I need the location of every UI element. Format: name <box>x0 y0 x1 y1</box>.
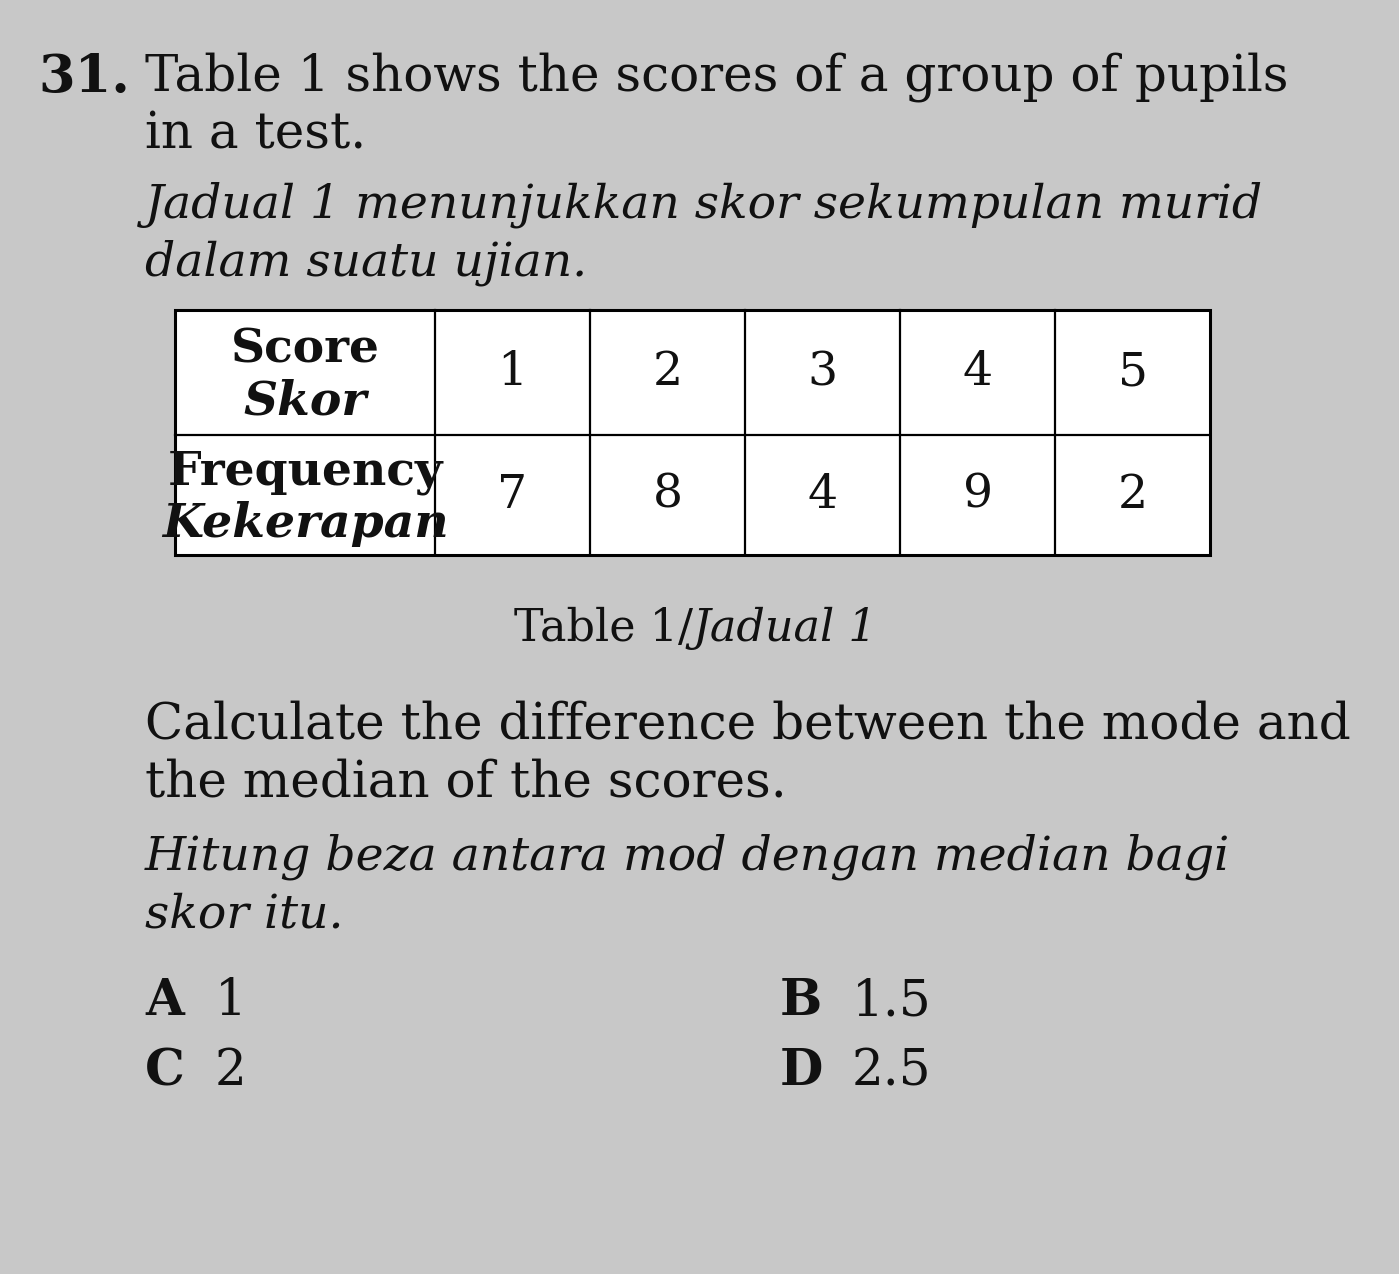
Text: 2: 2 <box>652 350 683 395</box>
Text: dalam suatu ujian.: dalam suatu ujian. <box>145 240 588 287</box>
Text: 1: 1 <box>215 977 246 1027</box>
Text: Kekerapan: Kekerapan <box>162 501 448 547</box>
Text: 3: 3 <box>807 350 838 395</box>
Text: Skor: Skor <box>243 378 367 424</box>
Text: 31.: 31. <box>38 52 130 103</box>
Text: B: B <box>781 977 823 1026</box>
Text: 9: 9 <box>963 473 992 517</box>
Text: 8: 8 <box>652 473 683 517</box>
Text: 2.5: 2.5 <box>852 1047 932 1097</box>
Text: Calculate the difference between the mode and: Calculate the difference between the mod… <box>145 699 1351 749</box>
Text: Jadual 1: Jadual 1 <box>693 606 877 650</box>
Text: 4: 4 <box>963 350 992 395</box>
Text: 5: 5 <box>1118 350 1147 395</box>
Text: the median of the scores.: the median of the scores. <box>145 758 786 808</box>
Text: Hitung beza antara mod dengan median bagi: Hitung beza antara mod dengan median bag… <box>145 834 1230 880</box>
Text: in a test.: in a test. <box>145 110 367 159</box>
Text: D: D <box>781 1047 824 1096</box>
Text: 1: 1 <box>498 350 527 395</box>
Text: Score: Score <box>231 326 379 372</box>
Text: C: C <box>145 1047 185 1096</box>
Text: Table 1 shows the scores of a group of pupils: Table 1 shows the scores of a group of p… <box>145 52 1288 102</box>
Text: 2: 2 <box>215 1047 246 1097</box>
Text: A: A <box>145 977 183 1026</box>
Text: Frequency: Frequency <box>168 448 442 496</box>
Text: Table 1/: Table 1/ <box>513 606 693 650</box>
Bar <box>175 310 1210 555</box>
Text: Jadual 1 menunjukkan skor sekumpulan murid: Jadual 1 menunjukkan skor sekumpulan mur… <box>145 182 1263 228</box>
Text: 7: 7 <box>498 473 527 517</box>
Text: 2: 2 <box>1118 473 1147 517</box>
Text: 4: 4 <box>807 473 838 517</box>
Text: skor itu.: skor itu. <box>145 892 344 938</box>
Text: 1.5: 1.5 <box>852 977 932 1027</box>
